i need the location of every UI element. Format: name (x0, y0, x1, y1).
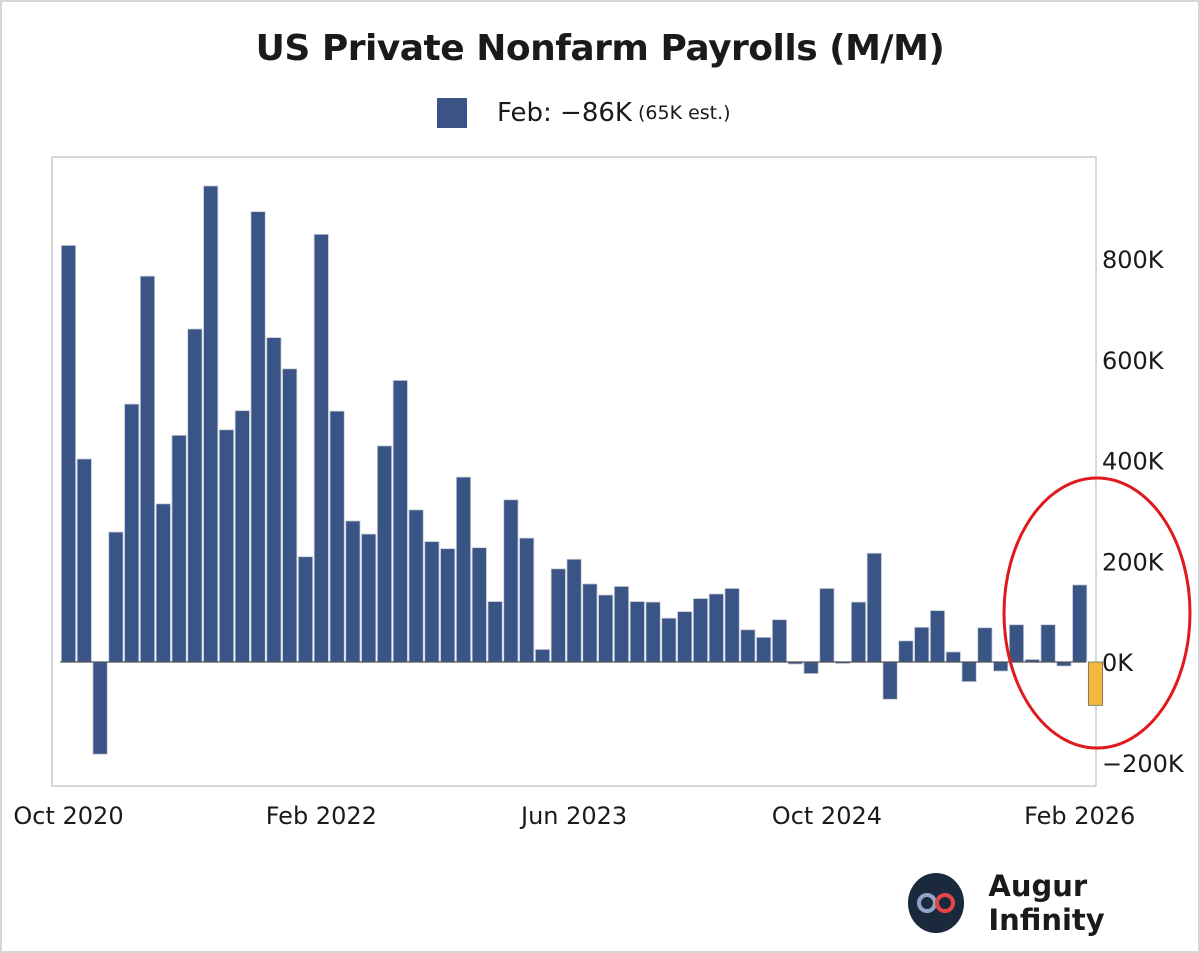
y-tick-label: 600K (1102, 347, 1165, 375)
bar (598, 594, 614, 663)
bar (171, 434, 187, 663)
bar (819, 588, 835, 663)
bar (376, 445, 393, 663)
bar (345, 520, 361, 663)
x-tick-label: Feb 2026 (1024, 802, 1135, 830)
bar (850, 601, 867, 663)
x-tick-label: Oct 2024 (772, 802, 882, 830)
bar (708, 593, 724, 663)
bar (471, 547, 487, 663)
bar (408, 509, 424, 663)
bar (139, 275, 156, 663)
bar (914, 626, 930, 663)
bar (866, 552, 882, 663)
legend-swatch (437, 98, 467, 128)
bar (124, 403, 140, 663)
bar (993, 661, 1009, 672)
bar (961, 661, 977, 683)
bar (76, 458, 92, 663)
bar (187, 328, 203, 663)
chart-title: US Private Nonfarm Payrolls (M/M) (255, 28, 945, 69)
bar (771, 619, 788, 663)
legend-estimate: (65K est.) (637, 102, 731, 124)
bar (534, 649, 551, 663)
bar (613, 586, 630, 663)
brand-name: Augur Infinity (988, 869, 1105, 937)
bar (424, 541, 440, 663)
bar (440, 548, 456, 663)
bar (108, 531, 124, 663)
bar (282, 368, 298, 663)
y-tick-label: 200K (1102, 548, 1165, 576)
bar (297, 556, 314, 663)
bar (60, 244, 77, 663)
bar (1072, 584, 1088, 663)
y-tick-label: −200K (1102, 750, 1185, 778)
bar (803, 661, 819, 674)
bar (1040, 624, 1056, 663)
y-tick-label: 800K (1102, 246, 1165, 274)
bar (1008, 624, 1025, 663)
bar (234, 410, 250, 663)
bar (756, 636, 772, 663)
bar (519, 537, 535, 663)
bar (882, 661, 898, 700)
bar (92, 661, 108, 755)
x-tick-label: Oct 2020 (13, 802, 123, 830)
bar (550, 568, 566, 663)
highlight-circle (1002, 476, 1192, 750)
bar (724, 588, 740, 663)
y-tick-label: 400K (1102, 448, 1165, 476)
bar (203, 185, 219, 663)
bar (313, 233, 329, 663)
bar (250, 211, 266, 663)
x-tick-label: Feb 2022 (266, 802, 377, 830)
y-tick-label: 0K (1102, 649, 1134, 677)
bar (645, 601, 661, 663)
bar (629, 601, 645, 663)
bar (455, 476, 472, 663)
bar (361, 533, 377, 663)
bar (692, 598, 709, 663)
bar (898, 640, 914, 663)
legend: Feb: −86K (65K est.) (437, 97, 731, 129)
bar (566, 558, 582, 663)
bar (740, 629, 756, 663)
bar (582, 583, 598, 663)
bar (929, 610, 946, 663)
bar (945, 651, 961, 663)
legend-label: Feb: −86K (497, 98, 632, 128)
latest-bar (1087, 661, 1104, 706)
bar (218, 429, 235, 663)
bar (155, 503, 171, 663)
bar (661, 617, 677, 663)
brand: Augur Infinity (908, 869, 1200, 937)
bar (977, 627, 993, 663)
bar (1056, 661, 1072, 667)
bar (266, 337, 282, 663)
bar (503, 499, 519, 663)
bar (487, 601, 503, 663)
infinity-logo-icon (908, 873, 965, 933)
bar (392, 379, 408, 663)
x-tick-label: Jun 2023 (519, 802, 627, 830)
bar (677, 611, 693, 663)
plot-area (51, 156, 1097, 787)
bar (329, 410, 345, 663)
